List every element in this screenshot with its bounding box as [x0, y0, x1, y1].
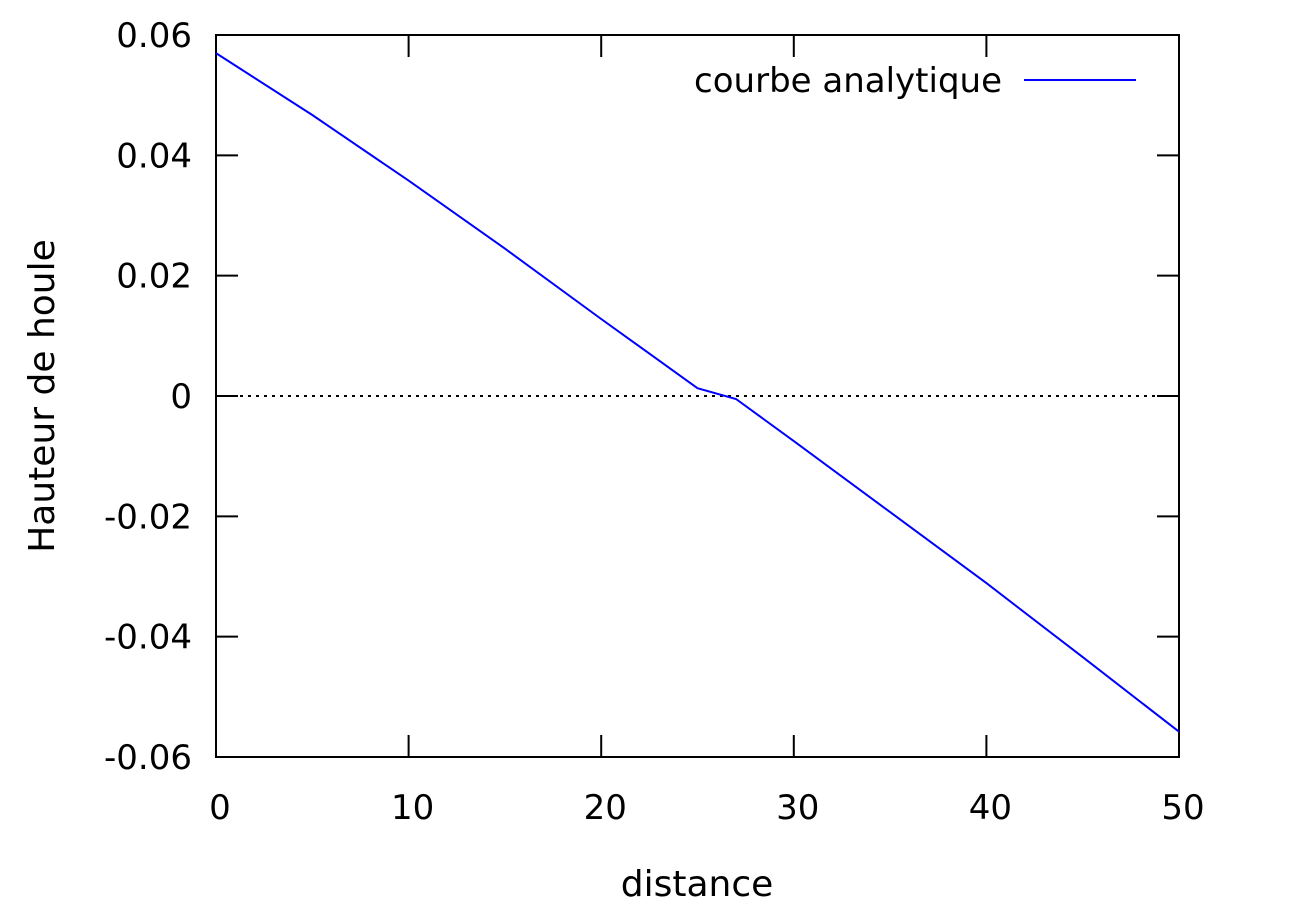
y-tick-label: 0.06 — [116, 16, 192, 56]
y-tick-label: -0.06 — [104, 738, 192, 778]
y-axis-label: Hauteur de houle — [22, 239, 63, 553]
x-axis-label: distance — [621, 864, 774, 905]
y-tick-label: 0 — [170, 377, 192, 417]
x-tick-label: 0 — [209, 788, 231, 828]
y-axis-ticks: -0.06 -0.04 -0.02 0 0.02 0.04 0.06 — [104, 16, 1179, 778]
y-tick-label: -0.04 — [104, 618, 192, 658]
x-tick-label: 50 — [1161, 788, 1204, 828]
y-tick-label: 0.02 — [116, 257, 192, 297]
y-tick-label: -0.02 — [104, 497, 192, 537]
series-layer — [215, 52, 1180, 733]
x-tick-label: 10 — [391, 788, 434, 828]
x-tick-label: 30 — [776, 788, 819, 828]
x-tick-label: 40 — [969, 788, 1012, 828]
series-line-0 — [215, 52, 1180, 733]
legend: courbe analytique — [694, 61, 1136, 101]
y-tick-label: 0.04 — [116, 136, 192, 176]
x-axis-ticks: 0 10 20 30 40 50 — [209, 35, 1205, 828]
legend-label: courbe analytique — [694, 61, 1002, 101]
x-tick-label: 20 — [584, 788, 627, 828]
